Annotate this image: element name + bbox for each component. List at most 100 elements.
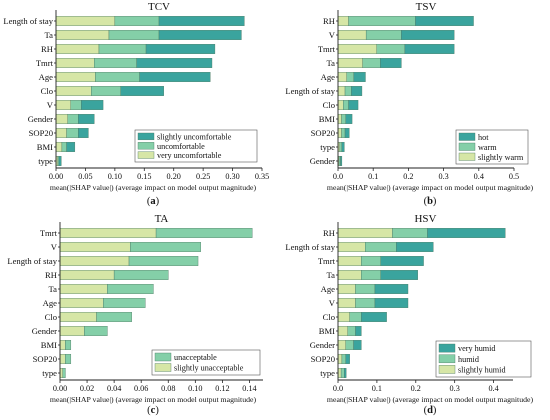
legend-swatch — [438, 354, 456, 364]
category-label: BMI — [319, 326, 335, 336]
x-tick-label: 0.00 — [53, 384, 67, 393]
bar-v-slightly-unacceptable — [59, 242, 131, 252]
category-label: Length of stay — [3, 16, 53, 26]
bar-length-of-stay-slightly-warm — [337, 86, 346, 96]
bar-bmi-slightly-uncomfortable — [66, 142, 76, 152]
bar-age-hot — [353, 72, 366, 82]
x-tick-label: 0.5 — [509, 172, 519, 181]
category-label: SOP20 — [29, 128, 53, 138]
bar-rh-uncomfortable — [98, 44, 147, 54]
category-label: Gender — [310, 340, 335, 350]
bar-ta-hot — [380, 58, 402, 68]
bar-rh-very-uncomfortable — [55, 44, 100, 54]
bar-type-very-humid — [344, 368, 347, 378]
bar-age-slightly-humid — [337, 284, 356, 294]
category-label: Ta — [327, 58, 336, 68]
panel-label: (d) — [424, 405, 437, 416]
bar-tmrt-slightly-humid — [337, 256, 362, 266]
category-label: type — [320, 142, 335, 152]
category-label: Tmrt — [318, 256, 336, 266]
category-label: Length of stay — [7, 256, 57, 266]
bar-clo-uncomfortable — [91, 86, 121, 96]
bar-ta-unacceptable — [107, 284, 154, 294]
category-label: Ta — [45, 30, 54, 40]
category-label: Clo — [323, 100, 335, 110]
bar-clo-warm — [343, 100, 349, 110]
bar-length-of-stay-unacceptable — [128, 256, 199, 266]
legend: unacceptable slightly unacceptable — [151, 349, 261, 376]
panel-tcv: TCV Length of stay Ta RH Tmrt Age Clo V Gender SO… — [3, 1, 269, 207]
bar-bmi-slightly-warm — [337, 114, 342, 124]
x-tick-label: 0.35 — [255, 172, 269, 181]
bar-ta-slightly-humid — [337, 270, 362, 280]
bar-v-slightly-uncomfortable — [81, 100, 104, 110]
bar-tmrt-unacceptable — [155, 228, 253, 238]
legend-swatch — [137, 142, 155, 150]
bar-bmi-very-humid — [355, 326, 362, 336]
chart-title: TCV — [148, 1, 170, 13]
category-label: Tmrt — [36, 58, 54, 68]
bar-type-slightly-humid — [337, 368, 342, 378]
bar-v-unacceptable — [130, 242, 201, 252]
bar-age-unacceptable — [103, 298, 146, 308]
x-tick-label: 0.06 — [134, 384, 148, 393]
legend-swatch — [137, 132, 155, 141]
bar-length-of-stay-uncomfortable — [114, 16, 160, 26]
bar-tmrt-hot — [404, 44, 455, 54]
legend-swatch — [154, 352, 172, 362]
legend: slightly uncomfortableuncomfortablevery … — [134, 129, 258, 163]
panel-ta: TA Tmrt V Length of stay RH Ta Age Clo Gender BMI… — [7, 213, 263, 416]
bar-v-slightly-humid — [337, 298, 356, 308]
bar-length-of-stay-humid — [365, 242, 397, 252]
panel-tsv: TSV RH V Tmrt Ta Age Length of stay Clo BMI SOP20… — [285, 1, 533, 207]
legend-label: unacceptable — [174, 353, 217, 362]
bar-ta-slightly-uncomfortable — [158, 30, 242, 40]
legend-label: slightly unacceptable — [174, 364, 244, 373]
chart-title: HSV — [414, 213, 436, 225]
x-tick-label: 0.08 — [161, 384, 175, 393]
bar-length-of-stay-slightly-unacceptable — [59, 256, 130, 266]
bar-ta-uncomfortable — [108, 30, 160, 40]
category-label: BMI — [41, 340, 57, 350]
bar-bmi-hot — [345, 114, 353, 124]
x-tick-label: 0.12 — [215, 384, 229, 393]
legend-swatch — [438, 343, 456, 353]
bar-ta-slightly-warm — [337, 58, 363, 68]
category-label: Age — [321, 284, 336, 294]
bar-sop20-warm — [341, 128, 346, 138]
x-axis-label: mean(|SHAP value|) (average impact on mo… — [50, 395, 257, 404]
bar-age-slightly-warm — [337, 72, 348, 82]
bar-v-slightly-warm — [337, 30, 367, 40]
category-label: Length of stay — [285, 242, 335, 252]
bar-sop20-slightly-unacceptable — [59, 354, 66, 364]
category-label: SOP20 — [33, 354, 57, 364]
x-tick-label: 0.14 — [242, 384, 256, 393]
bar-age-humid — [355, 284, 376, 294]
bar-length-of-stay-slightly-humid — [337, 242, 366, 252]
x-tick-label: 0.3 — [450, 384, 460, 393]
x-tick-label: 0.10 — [108, 172, 122, 181]
bar-v-hot — [401, 30, 455, 40]
bar-length-of-stay-warm — [344, 86, 352, 96]
x-tick-label: 0.00 — [49, 172, 63, 181]
bar-clo-humid — [349, 312, 362, 322]
legend-label: humid — [458, 355, 479, 364]
x-tick-label: 0.15 — [137, 172, 151, 181]
bar-clo-very-humid — [361, 312, 387, 322]
bar-length-of-stay-very-uncomfortable — [55, 16, 116, 26]
bar-sop20-slightly-warm — [337, 128, 342, 138]
category-label: Clo — [323, 312, 335, 322]
legend-swatch — [458, 152, 476, 161]
panel-label: (c) — [147, 405, 159, 416]
x-tick-label: 0.1 — [372, 384, 382, 393]
x-tick-label: 0.2 — [411, 384, 421, 393]
bar-ta-very-uncomfortable — [55, 30, 110, 40]
category-label: Length of stay — [285, 86, 335, 96]
bar-gender-uncomfortable — [67, 114, 79, 124]
category-label: Tmrt — [40, 228, 58, 238]
x-axis-label: mean(|SHAP value|) (average impact on mo… — [50, 183, 257, 192]
legend-swatch — [154, 363, 172, 372]
x-tick-label: 0.04 — [107, 384, 121, 393]
bar-length-of-stay-very-humid — [396, 242, 434, 252]
